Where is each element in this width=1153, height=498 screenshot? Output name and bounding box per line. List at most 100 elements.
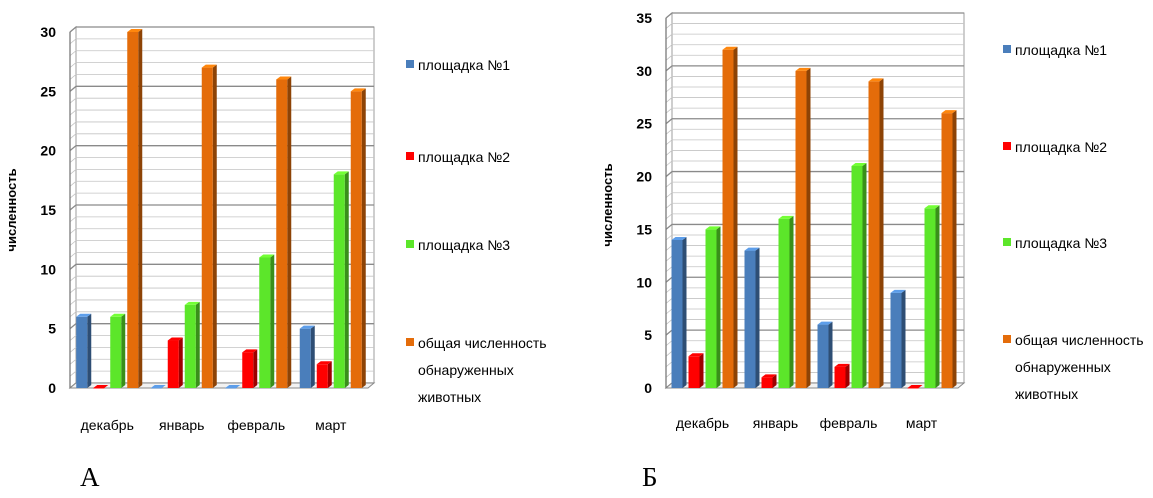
bar-front <box>93 388 105 389</box>
bar-front <box>201 67 213 388</box>
bar-front <box>76 316 88 388</box>
minor-gridline <box>69 299 374 306</box>
y-axis-title: численность <box>600 163 615 246</box>
minor-gridline <box>665 54 964 61</box>
bar-top <box>761 374 777 378</box>
minor-gridline <box>665 128 964 135</box>
legend-label: площадка №3 <box>418 237 510 253</box>
minor-gridline <box>665 107 964 114</box>
legend-label-line: обнаруженных <box>1015 359 1111 375</box>
minor-gridline <box>69 50 374 57</box>
minor-gridline <box>69 168 374 175</box>
minor-gridline <box>69 228 374 235</box>
minor-gridline <box>69 97 374 104</box>
bar-top <box>688 353 704 357</box>
legend-label-line: общая численность <box>418 335 547 351</box>
minor-gridline <box>665 139 964 146</box>
bar-front <box>110 316 122 388</box>
bar-top <box>201 64 217 68</box>
bar-side <box>806 67 811 388</box>
y-tick-label: 15 <box>636 221 652 237</box>
minor-gridline <box>665 234 964 241</box>
bar-side <box>310 325 315 388</box>
bar <box>127 29 143 388</box>
plot-area: 0 5 10 15 20 25 30 35 численность декабрь январь фе… <box>600 10 1144 431</box>
minor-gridline <box>665 202 964 209</box>
minor-gridline <box>665 86 964 93</box>
y-tick-label: 15 <box>40 202 56 218</box>
bar-front <box>299 328 311 388</box>
y-tick-label: 30 <box>636 63 652 79</box>
bar-top <box>890 289 906 293</box>
major-gridline <box>665 170 964 178</box>
bar-top <box>705 226 721 230</box>
bar <box>242 349 258 388</box>
bar-top <box>817 321 833 325</box>
y-tick-label: 25 <box>636 116 652 132</box>
legend-swatch <box>406 152 414 160</box>
bar-top <box>242 349 258 353</box>
bar <box>150 385 166 389</box>
y-tick-label: 10 <box>40 261 56 277</box>
bar-front <box>778 218 790 388</box>
bar <box>941 110 957 389</box>
bar-front <box>941 113 953 389</box>
bar-front <box>851 166 863 388</box>
bar-top <box>110 313 126 317</box>
bar-front <box>868 81 880 388</box>
y-tick-label: 10 <box>636 274 652 290</box>
bar-top <box>941 110 957 114</box>
bar <box>868 78 884 388</box>
major-gridline <box>665 65 964 72</box>
bar-side <box>270 254 275 388</box>
y-tick-label: 20 <box>40 143 56 159</box>
bar <box>851 163 867 388</box>
minor-gridline <box>69 370 374 377</box>
bar-top <box>299 325 315 329</box>
legend-swatch <box>1003 335 1011 343</box>
bar <box>688 353 704 388</box>
minor-gridline <box>69 335 374 341</box>
panel-label-a: А <box>80 462 100 492</box>
bar <box>671 237 687 388</box>
bar <box>795 67 811 388</box>
minor-gridline <box>665 160 964 167</box>
y-axis-title: численность <box>4 168 19 251</box>
legend-label: площадка №1 <box>418 57 510 73</box>
chart-a: 0 5 10 15 20 25 30 численность декабрь январь февр… <box>4 24 547 433</box>
chart-b: 0 5 10 15 20 25 30 35 численность декабрь январь фе… <box>600 10 1144 431</box>
bar-side <box>699 353 704 388</box>
minor-gridline <box>69 121 374 128</box>
bar-top <box>276 76 292 80</box>
bar-side <box>344 171 349 388</box>
side-wall <box>665 11 673 390</box>
bar <box>184 301 200 388</box>
legend-label-line: общая численность <box>1015 332 1144 348</box>
bar-top <box>907 385 923 388</box>
bar-front <box>722 49 734 388</box>
major-gridline <box>69 85 374 92</box>
bar <box>201 64 217 388</box>
bar-side <box>121 313 126 388</box>
minor-gridline <box>69 192 374 199</box>
bar-side <box>772 374 777 388</box>
bar-top <box>93 385 109 388</box>
minor-gridline <box>665 44 964 51</box>
bar-side <box>755 247 760 388</box>
bar-front <box>761 377 773 388</box>
legend-label-line: обнаруженных <box>418 362 514 378</box>
x-tick-label: январь <box>753 415 798 431</box>
bar-front <box>259 257 271 388</box>
bar-side <box>879 78 884 388</box>
bar-top <box>76 313 92 317</box>
bar-side <box>178 337 183 388</box>
bar-side <box>287 76 292 388</box>
minor-gridline <box>69 287 374 294</box>
major-gridline <box>665 12 964 19</box>
bar-front <box>688 356 700 388</box>
bar-front <box>276 79 288 388</box>
bar <box>705 226 721 388</box>
bar-side <box>253 349 258 388</box>
bar <box>276 76 292 388</box>
bar-front <box>744 250 756 388</box>
